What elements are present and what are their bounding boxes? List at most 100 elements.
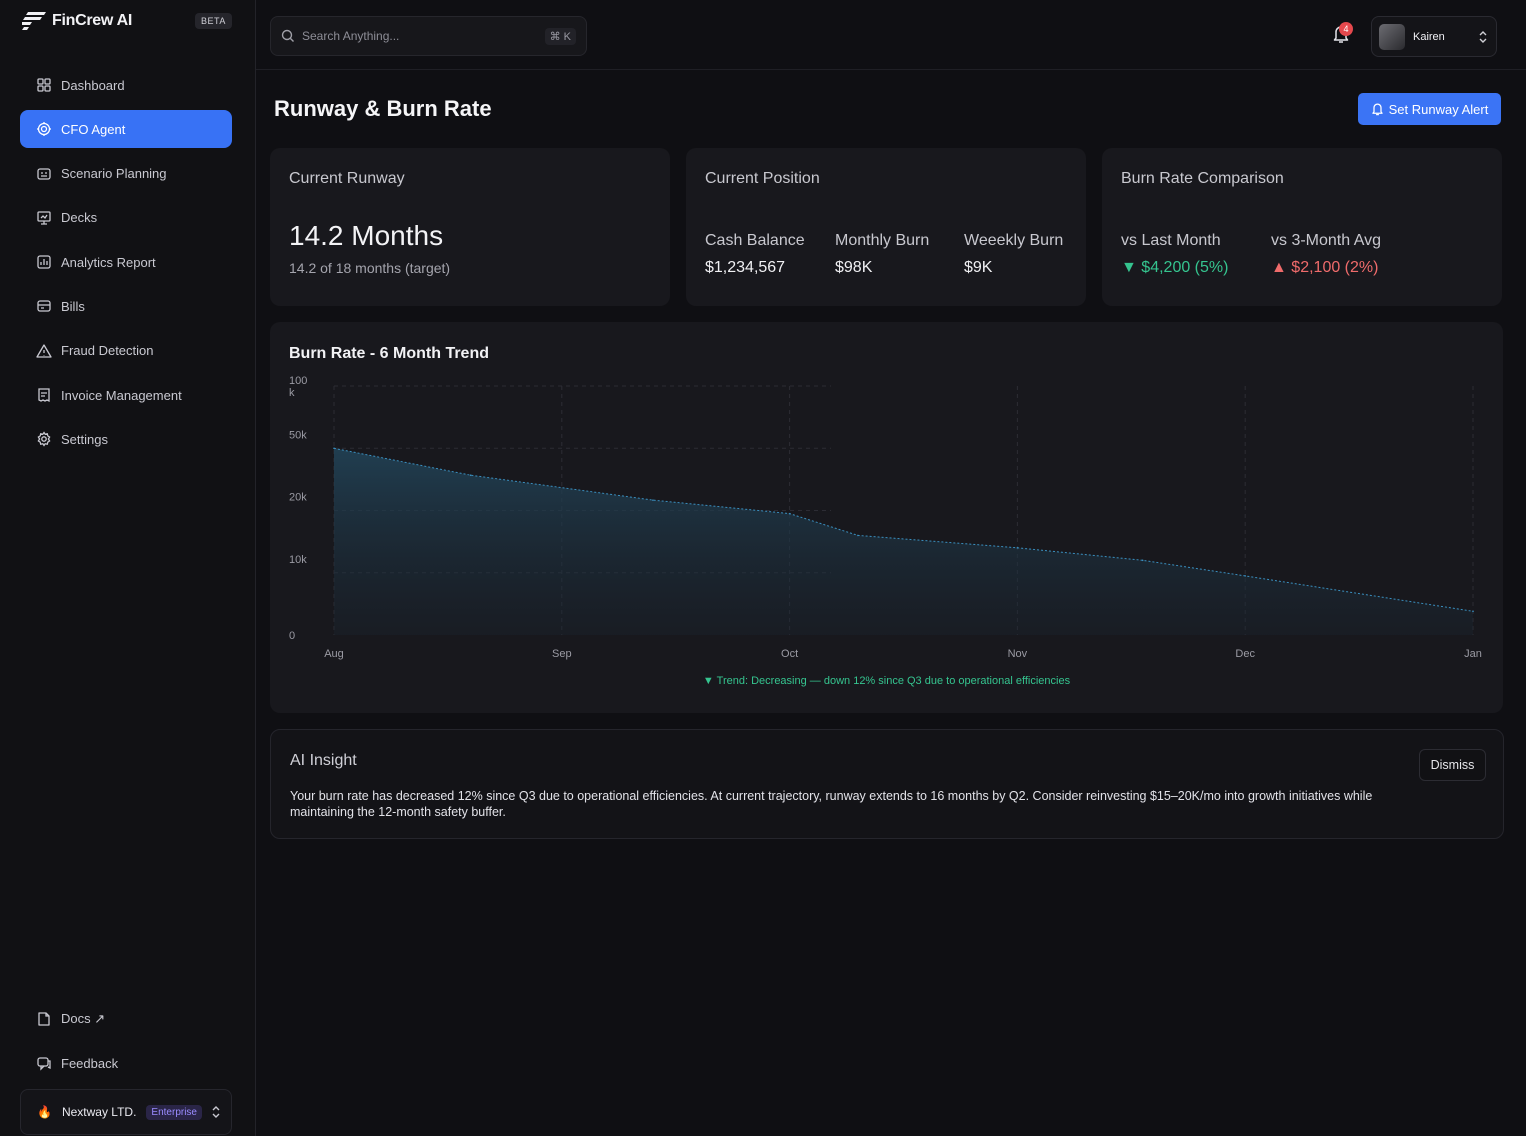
gear-icon — [37, 431, 51, 448]
sidebar-item-label: Fraud Detection — [61, 343, 154, 359]
sidebar-item-label: Invoice Management — [61, 387, 182, 403]
sidebar-item-scenario-planning[interactable]: Scenario Planning — [20, 155, 232, 193]
card-title: Current Position — [705, 170, 820, 187]
plan-badge: Enterprise — [146, 1104, 202, 1120]
bell-icon — [1371, 103, 1383, 116]
weekly-burn-value: $9K — [964, 259, 993, 276]
search-bar[interactable]: ⌘ K — [270, 16, 587, 56]
sidebar-item-label: Decks — [61, 210, 98, 226]
x-tick-label: Dec — [1235, 648, 1255, 660]
y-tick-label: 50k — [289, 429, 307, 441]
data-point — [469, 474, 472, 477]
feedback-icon — [37, 1057, 51, 1071]
sidebar-item-cfo-agent[interactable]: CFO Agent — [20, 110, 232, 149]
docs-icon — [38, 1012, 50, 1026]
sidebar-item-feedback[interactable]: Feedback — [20, 1044, 232, 1082]
x-tick-label: Oct — [781, 648, 798, 660]
vs-3-month-avg-label: vs 3-Month Avg — [1271, 232, 1381, 249]
sidebar-item-invoice-management[interactable]: Invoice Management — [20, 376, 232, 414]
warning-icon — [36, 344, 52, 358]
sidebar-item-dashboard[interactable]: Dashboard — [20, 66, 232, 104]
trend-note: ▼ Trend: Decreasing — down 12% since Q3 … — [702, 675, 1071, 687]
weekly-burn-label: Weeekly Burn — [964, 232, 1064, 249]
data-point — [333, 447, 335, 450]
current-runway-card: Current Runway 14.2 Months 14.2 of 18 mo… — [270, 148, 670, 306]
monthly-burn-value: $98K — [835, 259, 873, 276]
burn-rate-chart: 100 k 50k 20k 10k 0 Aug Sep Oct Nov Dec Jan — [289, 375, 1482, 660]
sidebar-item-label: Scenario Planning — [61, 166, 167, 182]
data-point — [857, 534, 859, 537]
monthly-burn-label: Monthly Burn — [835, 232, 930, 249]
sidebar-item-label: Settings — [61, 431, 108, 447]
presentation-icon — [37, 211, 51, 225]
sidebar-item-decks[interactable]: Decks — [20, 199, 232, 237]
sidebar-item-fraud-detection[interactable]: Fraud Detection — [20, 332, 232, 370]
vs-3-month-avg-amount: $2,100 (2%) — [1291, 259, 1379, 276]
organization-switcher[interactable]: 🔥 Nextway LTD. Enterprise — [20, 1089, 232, 1135]
sidebar-item-label: CFO Agent — [61, 121, 126, 137]
flame-icon: 🔥 — [37, 1105, 52, 1119]
user-menu[interactable]: Kairen — [1371, 16, 1497, 57]
runway-value: 14.2 Months — [289, 220, 444, 251]
app-logo[interactable]: FinCrew AI — [22, 12, 132, 30]
sidebar-item-label: Feedback — [61, 1055, 119, 1071]
current-position-card: Current Position Cash Balance $1,234,567… — [686, 148, 1086, 306]
sidebar-item-label: Bills — [61, 298, 85, 314]
data-point — [788, 512, 791, 515]
sidebar-nav: Dashboard CFO Agent Scenario Planning De… — [20, 66, 232, 465]
insight-text: Your burn rate has decreased 12% since Q… — [290, 789, 1373, 819]
y-tick-label: 10k — [289, 554, 307, 566]
cash-balance-value: $1,234,567 — [705, 259, 786, 276]
y-tick-label: 0 — [289, 630, 295, 642]
x-tick-label: Aug — [324, 648, 344, 660]
chevron-updown-icon — [1479, 31, 1487, 43]
y-tick-label: 100 k — [289, 375, 307, 399]
topbar: ⌘ K 4 Kairen — [256, 0, 1526, 70]
data-point — [1472, 610, 1474, 613]
sidebar-item-settings[interactable]: Settings — [20, 420, 232, 458]
runway-target: 14.2 of 18 months (target) — [289, 260, 451, 276]
sidebar-item-analytics-report[interactable]: Analytics Report — [20, 243, 232, 281]
search-icon — [281, 29, 294, 42]
triangle-down-icon: ▼ — [1121, 259, 1137, 276]
vs-last-month-value: ▼ $4,200 (5%) — [1121, 259, 1228, 277]
search-input[interactable] — [302, 29, 532, 43]
sidebar-item-label: Docs ↗ — [61, 1011, 106, 1026]
y-tick-label: 20k — [289, 492, 307, 504]
card-title: Burn Rate Comparison — [1121, 170, 1284, 187]
sidebar-item-label: Analytics Report — [61, 254, 156, 270]
analytics-icon — [37, 255, 51, 269]
search-shortcut: ⌘ K — [544, 28, 576, 45]
button-label: Set Runway Alert — [1388, 101, 1489, 117]
scenario-icon — [37, 167, 51, 180]
x-tick-label: Jan — [1464, 648, 1482, 660]
notification-badge: 4 — [1339, 22, 1353, 36]
vs-last-month-amount: $4,200 (5%) — [1141, 259, 1229, 276]
dismiss-button[interactable]: Dismiss — [1419, 749, 1486, 781]
chart-title: Burn Rate - 6 Month Trend — [289, 345, 489, 362]
bills-icon — [37, 300, 51, 313]
app-name: FinCrew AI — [52, 12, 132, 29]
data-point — [1244, 575, 1246, 577]
beta-badge: BETA — [195, 13, 232, 29]
burn-rate-chart-card: Burn Rate - 6 Month Trend 100 k 50k 20k 10k 0… — [270, 322, 1503, 713]
org-name: Nextway LTD. — [61, 1105, 137, 1119]
fincrew-logo-icon — [22, 12, 46, 30]
vs-last-month-label: vs Last Month — [1121, 232, 1221, 249]
cash-balance-label: Cash Balance — [705, 232, 805, 249]
burn-rate-area — [334, 448, 1473, 635]
sidebar-item-label: Dashboard — [61, 77, 125, 93]
triangle-up-icon: ▲ — [1271, 259, 1287, 276]
burn-rate-comparison-card: Burn Rate Comparison vs Last Month ▼ $4,… — [1102, 148, 1502, 306]
agent-icon — [37, 122, 51, 137]
set-runway-alert-button[interactable]: Set Runway Alert — [1358, 93, 1501, 125]
data-point — [1016, 547, 1019, 549]
x-tick-label: Nov — [1008, 648, 1028, 660]
ai-insight-card: AI Insight Your burn rate has decreased … — [270, 729, 1504, 839]
sidebar-item-bills[interactable]: Bills — [20, 287, 232, 325]
user-name: Kairen — [1413, 30, 1445, 43]
data-point — [1141, 559, 1144, 562]
data-point — [652, 499, 654, 501]
sidebar-item-docs[interactable]: Docs ↗ — [20, 1000, 232, 1038]
invoice-icon — [38, 388, 50, 403]
